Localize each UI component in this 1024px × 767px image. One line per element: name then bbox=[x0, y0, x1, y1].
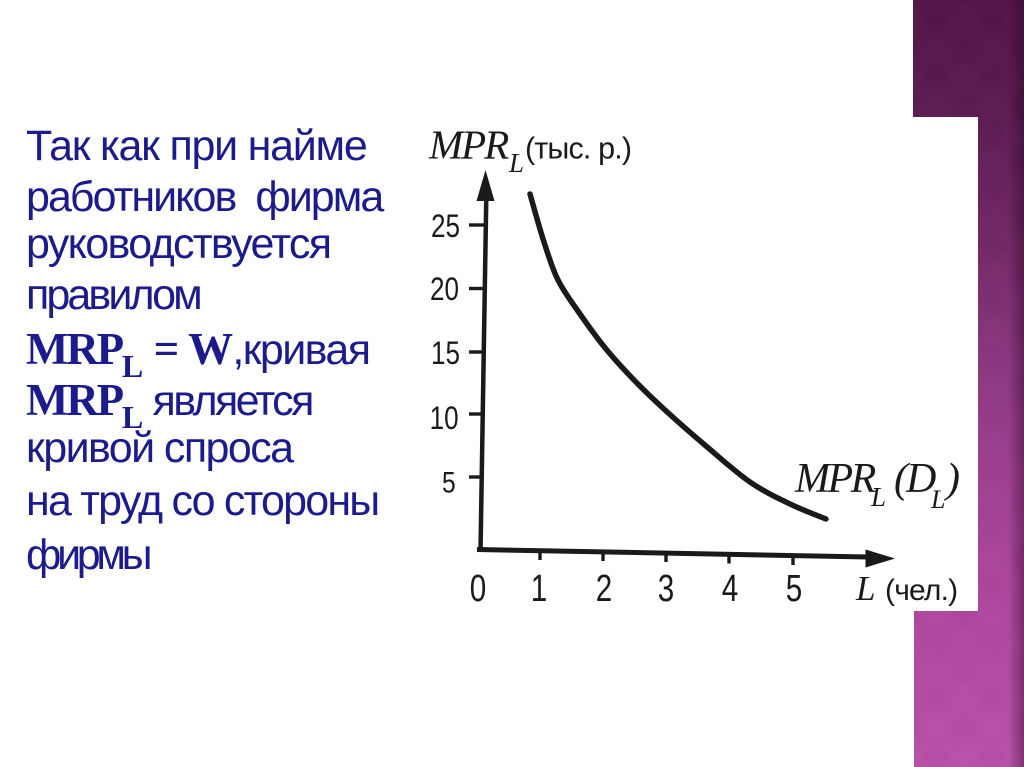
svg-text:3: 3 bbox=[658, 568, 674, 610]
svg-text:L: L bbox=[855, 569, 875, 608]
svg-text:5: 5 bbox=[442, 465, 456, 499]
svg-text:(чел.): (чел.) bbox=[885, 574, 957, 607]
svg-text:L: L bbox=[870, 482, 886, 512]
svg-text:D: D bbox=[905, 456, 936, 502]
svg-text:MPR: MPR bbox=[428, 122, 509, 168]
svg-text:10: 10 bbox=[430, 402, 459, 437]
svg-text:L: L bbox=[930, 485, 945, 514]
svg-text:): ) bbox=[944, 456, 960, 502]
svg-text:2: 2 bbox=[596, 568, 612, 610]
svg-text:MPR: MPR bbox=[794, 456, 876, 502]
svg-text:(тыс. р.): (тыс. р.) bbox=[525, 132, 631, 166]
svg-text:(: ( bbox=[894, 456, 911, 502]
svg-text:15: 15 bbox=[431, 337, 460, 372]
svg-text:1: 1 bbox=[531, 568, 547, 610]
svg-text:5: 5 bbox=[786, 568, 802, 610]
svg-text:4: 4 bbox=[722, 568, 738, 610]
svg-text:20: 20 bbox=[430, 273, 459, 308]
svg-text:L: L bbox=[508, 148, 524, 178]
svg-text:25: 25 bbox=[431, 210, 460, 245]
svg-text:0: 0 bbox=[470, 568, 486, 610]
